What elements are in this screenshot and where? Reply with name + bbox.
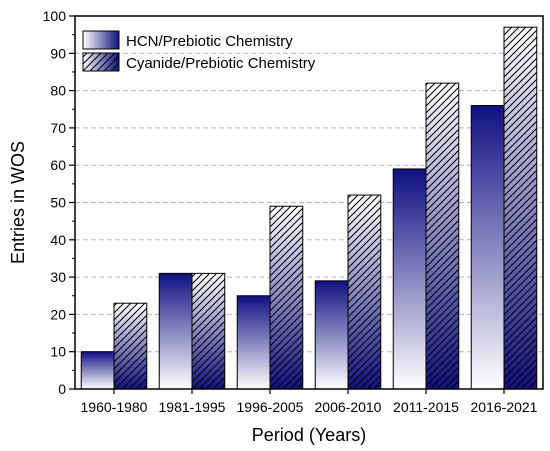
bar-cyanide-hatch xyxy=(347,194,382,390)
y-tick-label: 100 xyxy=(43,8,67,24)
x-axis-ticks: 1960-1980 1981-1995 1996-2005 2006-2010 2011… xyxy=(81,389,538,415)
x-tick-label: 1996-2005 xyxy=(237,399,304,415)
x-tick-label: 1960-1980 xyxy=(81,399,148,415)
legend-label-hcn: HCN/Prebiotic Chemistry xyxy=(126,33,293,50)
y-tick-label: 30 xyxy=(50,269,66,285)
y-tick-label: 20 xyxy=(50,306,66,322)
bar-cyanide-hatch xyxy=(503,26,538,390)
legend-swatch-cyanide-hatch xyxy=(82,52,120,72)
grid-lines xyxy=(75,52,543,353)
bar-cyanide-hatch xyxy=(425,82,460,390)
bar-cyanide-hatch xyxy=(191,272,226,390)
bar-hcn xyxy=(80,351,115,390)
y-tick-label: 60 xyxy=(50,157,66,173)
x-tick-label: 1981-1995 xyxy=(159,399,226,415)
bar-cyanide-hatch xyxy=(269,205,304,390)
x-tick-label: 2011-2015 xyxy=(393,399,459,415)
y-tick-label: 80 xyxy=(50,83,66,99)
bar-hcn xyxy=(470,105,505,390)
y-axis-title: Entries in WOS xyxy=(8,141,28,264)
y-tick-label: 10 xyxy=(50,344,66,360)
y-tick-label: 90 xyxy=(50,45,66,61)
bar-hcn xyxy=(314,280,349,390)
bar-cyanide-hatch xyxy=(113,302,148,390)
bar-hcn xyxy=(158,272,193,390)
bar-hcn xyxy=(236,295,271,390)
y-tick-label: 0 xyxy=(58,381,66,397)
bars xyxy=(80,26,538,390)
y-tick-label: 50 xyxy=(50,195,66,211)
y-tick-label: 40 xyxy=(50,232,66,248)
x-tick-label: 2016-2021 xyxy=(471,399,538,415)
legend-swatch-hcn xyxy=(82,30,120,50)
legend: HCN/Prebiotic Chemistry Cyanide/Prebioti… xyxy=(82,30,316,72)
legend-label-cyanide: Cyanide/Prebiotic Chemistry xyxy=(126,55,316,72)
y-tick-label: 70 xyxy=(50,120,66,136)
bar-hcn xyxy=(392,168,427,390)
x-tick-label: 2006-2010 xyxy=(315,399,382,415)
y-axis-ticks: 0 10 20 30 40 50 60 70 80 90 100 xyxy=(43,8,75,397)
x-axis-title: Period (Years) xyxy=(252,425,366,445)
